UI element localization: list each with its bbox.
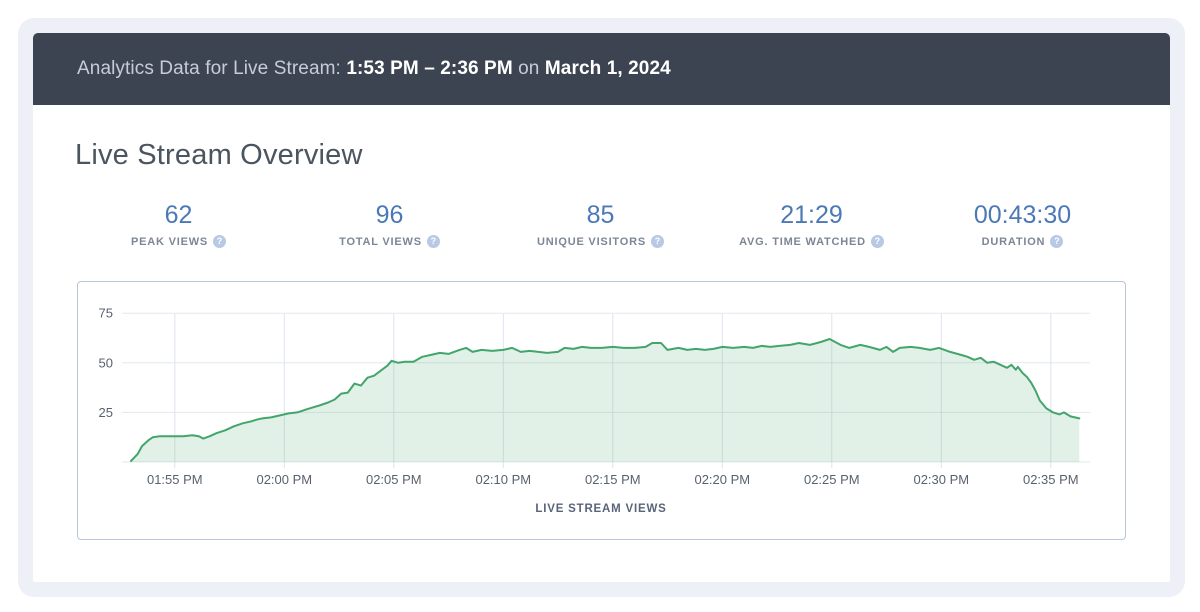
chart-container: 25 50 75 01:55 PM 02:00 PM 02:05 PM 02:10 PM 02… — [77, 281, 1126, 540]
stat-avg-time-watched: 21:29 AVG. TIME WATCHED ? — [706, 201, 917, 248]
help-icon[interactable]: ? — [650, 235, 664, 248]
x-tick-label: 02:25 PM — [804, 472, 860, 487]
x-tick-label: 02:20 PM — [694, 472, 750, 487]
vertical-gridlines — [174, 313, 1052, 468]
page-title: Live Stream Overview — [75, 139, 363, 171]
stats-row: 62 PEAK VIEWS ? 96 TOTAL VIEWS ? 85 — [73, 201, 1128, 248]
banner-prefix: Analytics Data for Live Stream: — [77, 58, 347, 79]
y-tick-label: 50 — [99, 355, 113, 370]
x-tick-label: 02:35 PM — [1023, 472, 1079, 487]
x-tick-label: 02:00 PM — [256, 472, 312, 487]
overview-panel: Live Stream Overview 62 PEAK VIEWS ? 96 … — [33, 105, 1170, 582]
analytics-banner: Analytics Data for Live Stream: 1:53 PM … — [33, 33, 1170, 105]
x-tick-label: 02:15 PM — [585, 472, 641, 487]
help-icon[interactable]: ? — [1050, 235, 1064, 248]
y-tick-label: 25 — [99, 405, 113, 420]
stat-label: AVG. TIME WATCHED — [739, 235, 866, 248]
help-icon[interactable]: ? — [426, 235, 440, 248]
stat-value: 21:29 — [780, 201, 843, 229]
stat-value: 00:43:30 — [973, 201, 1072, 229]
x-tick-label: 01:55 PM — [147, 472, 203, 487]
analytics-card: Analytics Data for Live Stream: 1:53 PM … — [18, 18, 1185, 597]
live-stream-views-chart: 25 50 75 01:55 PM 02:00 PM 02:05 PM 02:10 PM 02… — [99, 306, 1090, 515]
stat-label: DURATION — [981, 235, 1046, 248]
x-axis-tick-labels: 01:55 PM 02:00 PM 02:05 PM 02:10 PM 02:15 PM… — [147, 472, 1079, 487]
views-area-fill — [131, 339, 1080, 462]
stat-peak-views: 62 PEAK VIEWS ? — [73, 201, 284, 248]
stat-unique-visitors: 85 UNIQUE VISITORS ? — [495, 201, 706, 248]
stat-value: 96 — [375, 201, 404, 229]
stat-value: 62 — [164, 201, 193, 229]
stat-total-views: 96 TOTAL VIEWS ? — [284, 201, 495, 248]
stat-duration: 00:43:30 DURATION ? — [917, 201, 1128, 248]
horizontal-gridlines — [122, 312, 1090, 463]
help-icon[interactable]: ? — [870, 235, 884, 248]
x-tick-label: 02:10 PM — [475, 472, 531, 487]
banner-date: March 1, 2024 — [544, 58, 671, 79]
banner-time-range: 1:53 PM – 2:36 PM — [346, 58, 513, 79]
y-tick-label: 75 — [99, 306, 113, 321]
x-tick-label: 02:30 PM — [913, 472, 969, 487]
views-line — [130, 338, 1081, 462]
stat-value: 85 — [586, 201, 615, 229]
y-axis-tick-labels: 25 50 75 — [99, 306, 113, 420]
help-icon[interactable]: ? — [213, 235, 227, 248]
stat-label: UNIQUE VISITORS — [537, 235, 646, 248]
stat-label: PEAK VIEWS — [130, 235, 209, 248]
stat-label: TOTAL VIEWS — [339, 235, 422, 248]
banner-connector: on — [512, 58, 545, 79]
x-tick-label: 02:05 PM — [366, 472, 422, 487]
chart-axis-title: LIVE STREAM VIEWS — [535, 503, 666, 515]
